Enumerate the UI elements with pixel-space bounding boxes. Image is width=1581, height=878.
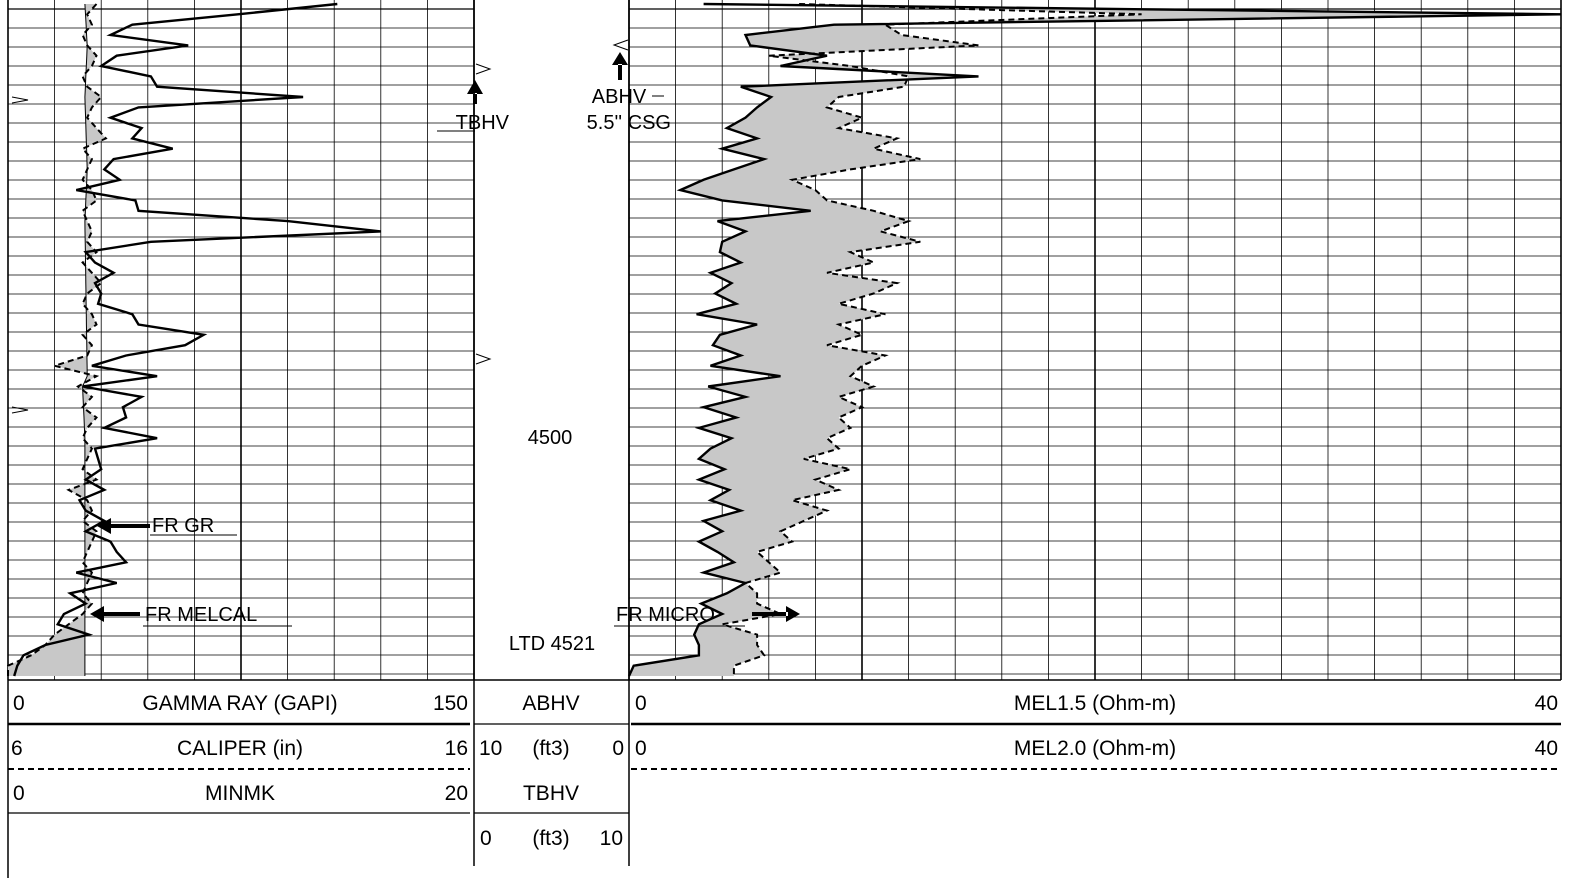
abhv-arrow-icon [612, 52, 628, 80]
mel15-curve [627, 2, 1562, 677]
caliper-curve [7, 3, 108, 676]
tbhv-scale-max: 10 [600, 827, 623, 850]
caliper-min: 6 [11, 737, 23, 760]
fr-melcal-arrow-icon [90, 606, 140, 622]
fr-gr-arrow-icon [97, 518, 150, 534]
curve-fills [8, 4, 1561, 676]
fr-melcal-annotation: FR MELCAL [145, 604, 257, 626]
tbhv-scale-unit: (ft3) [532, 827, 569, 850]
fr-gr-annotation: FR GR [152, 515, 214, 537]
mel15-max: 40 [1535, 692, 1558, 715]
tbhv-arrow-icon [467, 80, 483, 104]
micro-fill [629, 4, 1561, 676]
caliper-max: 16 [445, 737, 468, 760]
gamma-ray-curve [13, 2, 381, 677]
gamma-ray-max: 150 [433, 692, 468, 715]
curves [7, 2, 1562, 677]
flag-icon [11, 406, 29, 414]
casing-annotation: 5.5'' CSG [587, 112, 671, 134]
abhv-scale-max: 0 [612, 737, 624, 760]
tbhv-label: TBHV [523, 782, 579, 805]
abhv-scale-min: 10 [479, 737, 502, 760]
abhv-annotation: ABHV [592, 86, 647, 108]
mel20-max: 40 [1535, 737, 1558, 760]
mel15-min: 0 [635, 692, 647, 715]
track-header: 0 GAMMA RAY (GAPI) 150 6 CALIPER (in) 16… [7, 679, 1561, 878]
flag-icon [11, 96, 29, 104]
flag-icon [612, 39, 629, 51]
depth-marker-label: 4500 [528, 427, 573, 449]
fr-micro-arrow-icon [752, 606, 800, 622]
gamma-ray-min: 0 [13, 692, 25, 715]
caliper-label: CALIPER (in) [177, 737, 303, 760]
mel15-label: MEL1.5 (Ohm-m) [1014, 692, 1176, 715]
caliper-fill [8, 4, 106, 676]
abhv-label: ABHV [522, 692, 579, 715]
minmk-label: MINMK [205, 782, 275, 805]
mel20-label: MEL2.0 (Ohm-m) [1014, 737, 1176, 760]
gamma-ray-label: GAMMA RAY (GAPI) [142, 692, 337, 715]
minmk-max: 20 [445, 782, 468, 805]
track2-background [475, 0, 628, 680]
tbhv-annotation: TBHV [456, 112, 510, 134]
mel20-curve [721, 3, 1142, 676]
mel20-min: 0 [635, 737, 647, 760]
ltd-label: LTD 4521 [509, 633, 595, 655]
fr-micro-annotation: FR MICRO [616, 604, 715, 626]
annotations: 4500 LTD 4521 TBHV ABHV 5.5'' CSG FR GR … [11, 39, 800, 655]
abhv-scale-unit: (ft3) [532, 737, 569, 760]
minmk-min: 0 [13, 782, 25, 805]
flag-icon [475, 353, 492, 365]
flag-icon [475, 63, 492, 75]
tbhv-scale-min: 0 [480, 827, 492, 850]
